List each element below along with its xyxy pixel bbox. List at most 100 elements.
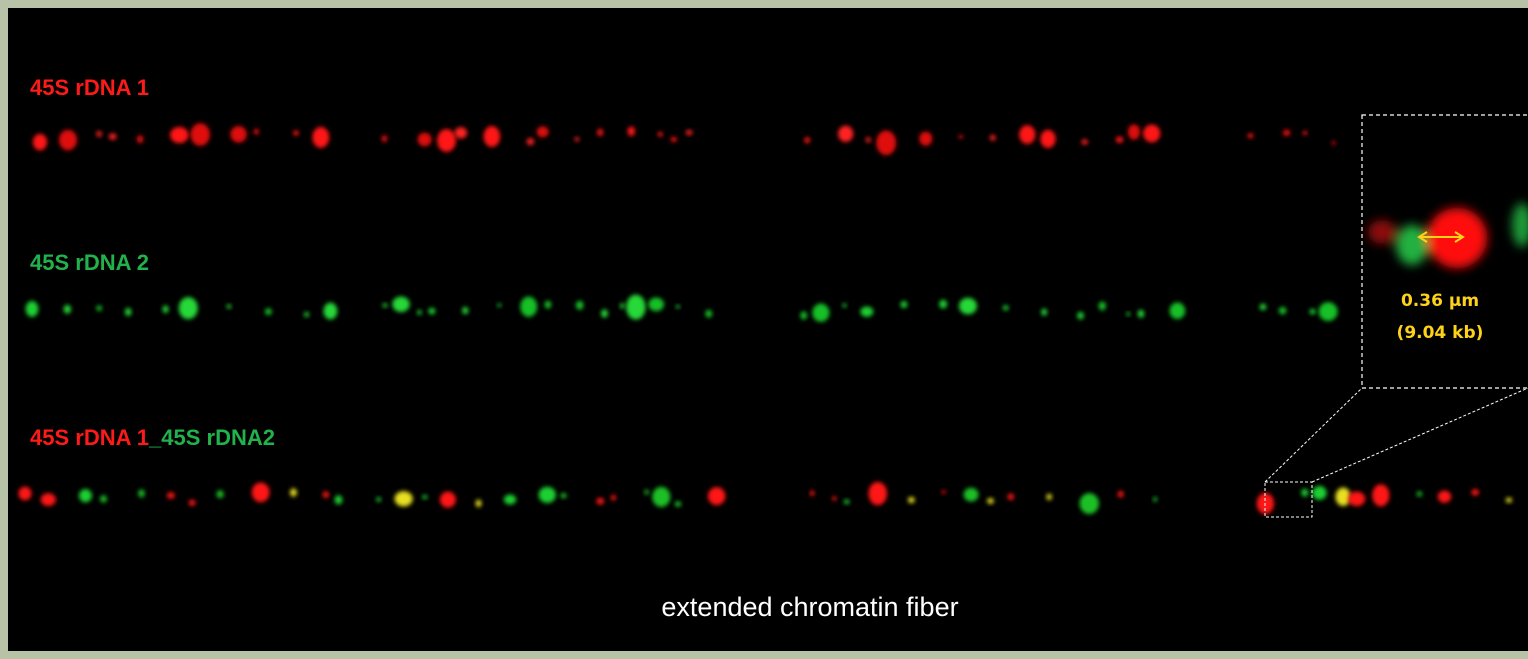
signal-dot bbox=[838, 125, 854, 143]
signal-dot bbox=[601, 309, 608, 318]
inset-size: (9.04 kb) bbox=[1397, 323, 1484, 343]
signal-dot bbox=[809, 490, 815, 497]
signal-dot bbox=[626, 294, 646, 320]
signal-dot bbox=[392, 296, 410, 313]
signal-dot bbox=[1002, 305, 1009, 311]
signal-dot bbox=[707, 487, 726, 506]
signal-dot bbox=[503, 494, 517, 505]
signal-dot bbox=[1309, 308, 1316, 315]
signal-dot bbox=[96, 305, 102, 312]
signal-dot bbox=[1081, 139, 1089, 145]
signal-dot bbox=[78, 489, 92, 503]
signal-dot bbox=[304, 311, 310, 318]
signal-dot bbox=[627, 126, 636, 137]
signal-dot bbox=[1505, 497, 1513, 503]
signal-dot bbox=[422, 494, 428, 500]
signal-dot bbox=[1331, 140, 1336, 145]
signal-dot bbox=[323, 302, 338, 320]
signal-dot bbox=[670, 136, 678, 143]
signal-dot bbox=[1259, 303, 1267, 311]
signal-dot bbox=[1416, 491, 1423, 497]
signal-dot bbox=[652, 486, 671, 507]
signal-dot bbox=[705, 309, 713, 318]
signal-dot bbox=[18, 486, 32, 501]
signal-dot bbox=[1282, 129, 1291, 137]
signal-dot bbox=[619, 302, 625, 309]
signal-dot bbox=[685, 129, 693, 136]
row-label-green: _45S rDNA2 bbox=[148, 425, 275, 450]
signal-dot bbox=[437, 129, 457, 153]
signal-dot bbox=[40, 493, 56, 507]
zoom-box bbox=[1264, 481, 1313, 518]
signal-dot bbox=[497, 303, 502, 308]
signal-dot bbox=[989, 134, 996, 141]
signal-dot bbox=[226, 304, 232, 309]
signal-dot bbox=[1247, 133, 1254, 139]
signal-dot bbox=[674, 501, 682, 507]
signal-dot bbox=[644, 489, 649, 495]
signal-dot bbox=[575, 300, 584, 310]
signal-dot bbox=[312, 126, 330, 148]
signal-dot bbox=[800, 311, 808, 320]
signal-dot bbox=[900, 300, 908, 309]
signal-dot bbox=[462, 306, 469, 315]
signal-dot bbox=[804, 136, 811, 144]
signal-dot bbox=[860, 306, 874, 317]
inset-distance: 0.36 µm bbox=[1401, 291, 1479, 311]
signal-dot bbox=[439, 491, 456, 508]
signal-dot bbox=[907, 496, 915, 504]
signal-dot bbox=[1137, 309, 1145, 318]
zoom-line bbox=[1264, 387, 1363, 483]
micrograph-background bbox=[8, 8, 1528, 651]
signal-dot bbox=[322, 491, 330, 498]
signal-dot bbox=[417, 132, 432, 147]
signal-dot bbox=[382, 303, 388, 308]
signal-dot bbox=[25, 300, 39, 317]
signal-dot bbox=[230, 125, 247, 143]
signal-dot bbox=[832, 496, 837, 501]
signal-dot bbox=[428, 307, 436, 315]
row-label: 45S rDNA 2 bbox=[30, 250, 149, 275]
signal-dot bbox=[166, 492, 175, 499]
signal-dot bbox=[1041, 308, 1048, 316]
signal-dot bbox=[454, 127, 468, 139]
signal-dot bbox=[138, 489, 145, 498]
zoom-line bbox=[1311, 387, 1528, 483]
signal-dot bbox=[58, 129, 78, 151]
signal-dot bbox=[417, 309, 422, 316]
signal-dot bbox=[536, 126, 549, 138]
signal-dot bbox=[1312, 486, 1327, 500]
signal-dot bbox=[1126, 312, 1131, 316]
signal-dot bbox=[544, 300, 552, 309]
signal-dot bbox=[919, 131, 933, 146]
signal-dot bbox=[1019, 125, 1036, 145]
signal-dot bbox=[99, 495, 107, 503]
signal-dot bbox=[264, 308, 272, 316]
signal-dot bbox=[96, 130, 102, 138]
signal-dot bbox=[865, 137, 871, 143]
signal-dot bbox=[1079, 493, 1099, 515]
signal-dot bbox=[136, 135, 144, 144]
signal-dot bbox=[610, 494, 616, 501]
signal-dot bbox=[216, 490, 224, 499]
signal-dot bbox=[876, 130, 897, 156]
signal-dot bbox=[1077, 311, 1084, 320]
signal-dot bbox=[483, 125, 501, 148]
signal-dot bbox=[1169, 302, 1186, 320]
signal-dot bbox=[475, 499, 482, 508]
signal-dot bbox=[648, 297, 665, 312]
signal-dot bbox=[596, 497, 605, 505]
signal-dot bbox=[108, 133, 117, 140]
signal-dot bbox=[124, 307, 132, 317]
signal-dot bbox=[376, 497, 382, 502]
signal-dot bbox=[963, 487, 979, 502]
signal-dot bbox=[1301, 488, 1309, 497]
signal-dot bbox=[1471, 489, 1480, 496]
signal-dot bbox=[1335, 487, 1351, 507]
signal-dot bbox=[941, 490, 946, 494]
signal-dot bbox=[868, 481, 888, 506]
signal-dot bbox=[843, 499, 850, 505]
signal-dot bbox=[987, 498, 994, 504]
signal-dot bbox=[939, 299, 948, 309]
